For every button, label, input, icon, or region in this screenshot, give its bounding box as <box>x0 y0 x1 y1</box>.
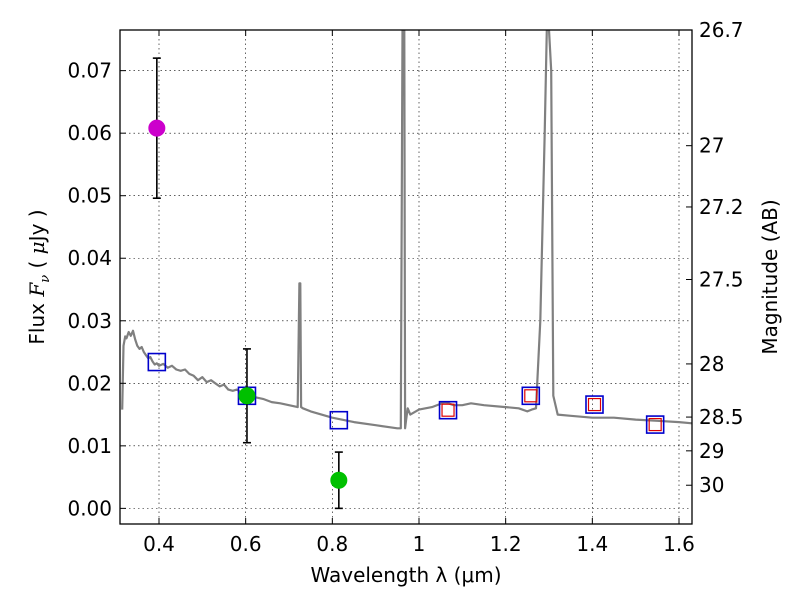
model-square-marker <box>524 389 538 403</box>
measured-square-marker <box>645 415 665 434</box>
measured-square-marker <box>147 352 167 372</box>
y2-tick-label: 30 <box>699 473 724 497</box>
y-tick-label: 0.00 <box>67 496 112 520</box>
measured-square-marker <box>438 400 458 420</box>
y-tick-label: 0.02 <box>67 371 112 395</box>
model-square-marker <box>587 397 602 412</box>
y-axis-label-flux: Flux <box>25 297 49 345</box>
y-axis-label: Flux Fν ( μJy ) <box>25 209 53 344</box>
y-tick-label: 0.04 <box>67 246 112 270</box>
y2-tick-label: 28 <box>699 352 724 376</box>
detection-point <box>238 387 256 405</box>
x-tick-label: 1 <box>413 532 426 556</box>
y-tick-label: 0.07 <box>67 59 112 83</box>
y-axis-label-nu: ν <box>38 275 53 283</box>
y2-axis-label: Magnitude (AB) <box>758 199 782 354</box>
y-tick-label: 0.01 <box>67 434 112 458</box>
x-tick-label: 0.4 <box>143 532 175 556</box>
y2-tick-label: 27.5 <box>699 268 744 292</box>
y-axis-label-unit: ( <box>25 254 49 275</box>
y2-tick-label: 29 <box>699 439 724 463</box>
measured-square-marker <box>585 395 604 414</box>
x-axis-label: Wavelength λ (μm) <box>310 563 501 587</box>
x-tick-label: 0.6 <box>230 532 262 556</box>
measured-square-marker <box>329 410 349 430</box>
y-tick-label: 0.03 <box>67 309 112 333</box>
y2-tick-label: 27.2 <box>699 195 744 219</box>
plot-frame <box>119 29 693 525</box>
x-tick-label: 1.2 <box>490 532 522 556</box>
axis-ticks: 0.4 0.6 0.8 1 1.2 1.4 1.6 0.00 0.01 0.02 0.03 0.04 0… <box>67 18 743 556</box>
y2-tick-label: 28.5 <box>699 405 744 429</box>
grid-lines <box>120 30 692 524</box>
y-axis-label-jy: Jy ) <box>25 209 49 243</box>
detection-point <box>330 471 348 489</box>
y-tick-label: 0.06 <box>67 121 112 145</box>
x-tick-label: 0.8 <box>316 532 348 556</box>
y2-tick-label: 26.7 <box>699 18 744 42</box>
x-tick-label: 1.6 <box>663 532 695 556</box>
model-sed-line <box>121 30 692 430</box>
plot-content <box>121 30 692 510</box>
model-square-marker <box>441 403 455 417</box>
measured-square-marker <box>521 386 541 406</box>
detection-point <box>148 119 166 137</box>
y-axis-label-fnu: F <box>25 282 49 298</box>
model-square-marker <box>648 417 662 432</box>
plot-area <box>121 30 692 510</box>
y-tick-label: 0.05 <box>67 184 112 208</box>
y-axis-label-mu: μ <box>25 241 49 254</box>
y2-tick-label: 27 <box>699 134 724 158</box>
x-tick-label: 1.4 <box>576 532 608 556</box>
